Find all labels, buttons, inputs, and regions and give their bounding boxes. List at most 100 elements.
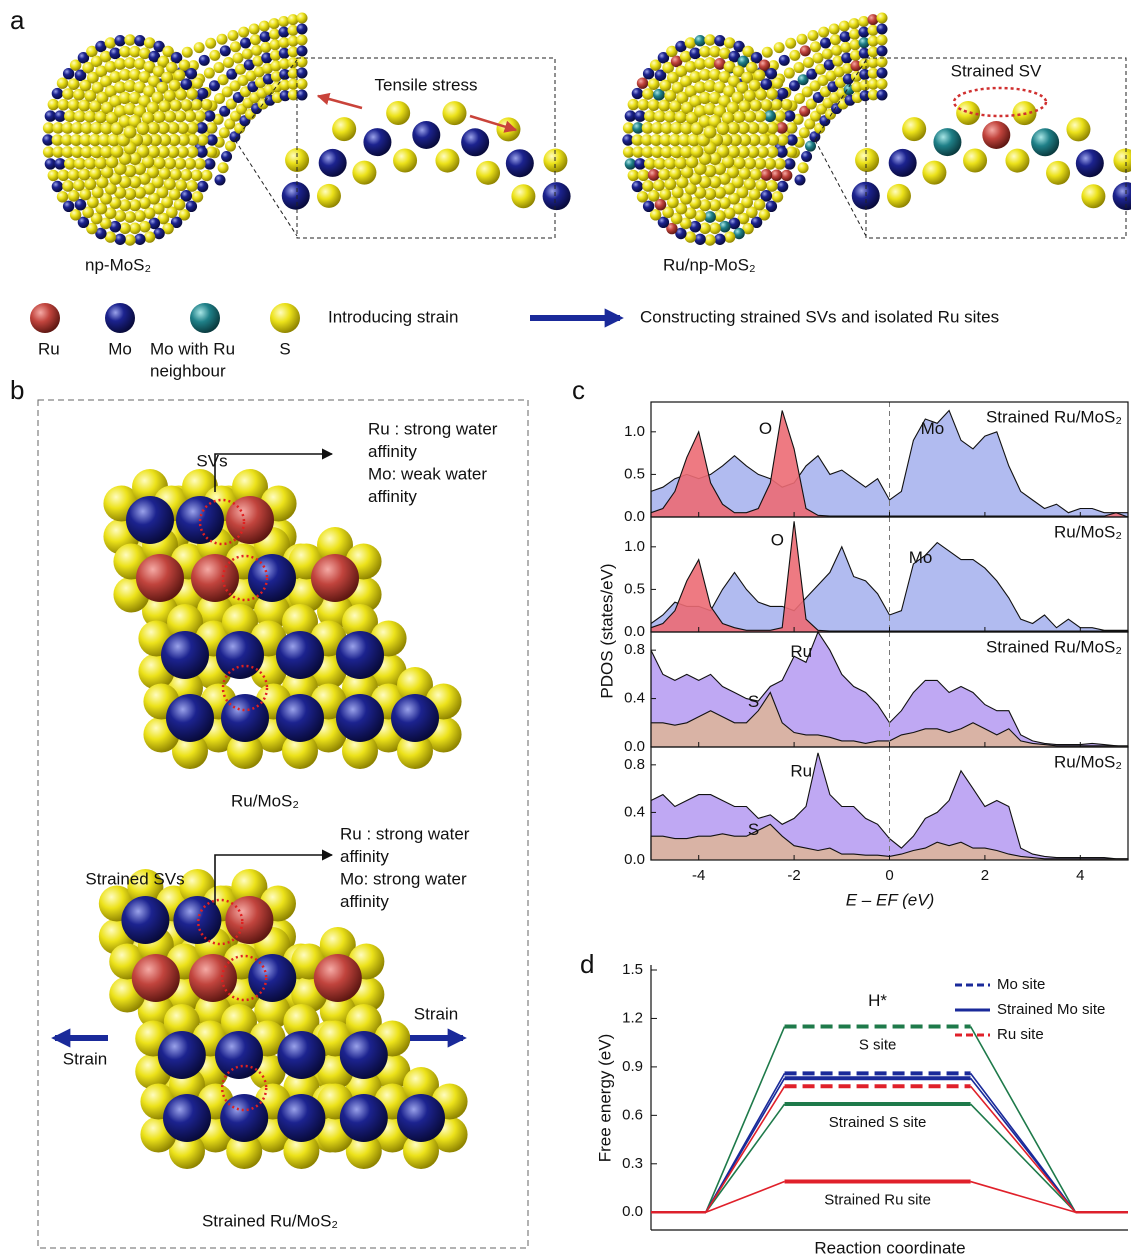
atom — [829, 23, 840, 34]
atom — [704, 126, 717, 139]
atom — [278, 16, 289, 27]
atom — [62, 180, 74, 192]
y-tick-label: 0.0 — [624, 738, 645, 755]
series-label: Mo — [909, 548, 933, 567]
site-label: SVs — [196, 451, 227, 470]
atom — [48, 99, 59, 110]
structure-caption: Strained Ru/MoS₂ — [202, 1211, 338, 1230]
atom — [813, 53, 824, 64]
atom — [648, 190, 660, 202]
inset-title: Tensile stress — [375, 75, 478, 94]
atom — [73, 179, 85, 191]
atom — [215, 175, 226, 186]
legend-atom — [105, 303, 135, 333]
atom — [109, 48, 121, 60]
series-label: S — [748, 692, 759, 711]
atom — [191, 169, 203, 181]
legend-label: neighbour — [150, 361, 226, 380]
atom — [352, 161, 376, 185]
atom — [785, 38, 796, 49]
atom — [744, 110, 756, 122]
atom — [1066, 117, 1090, 141]
atom — [105, 37, 116, 48]
atom — [709, 222, 721, 234]
atom — [114, 234, 125, 245]
atom — [220, 45, 231, 56]
y-tick-label: 1.2 — [622, 1009, 643, 1026]
atom — [724, 231, 735, 242]
atom — [766, 68, 777, 79]
structure-label: Ru/np-MoS₂ — [663, 255, 756, 274]
y-tick-label: 0.0 — [624, 623, 645, 640]
atom — [57, 191, 68, 202]
level-label: Strained Ru site — [824, 1192, 931, 1209]
atom — [638, 99, 650, 111]
x-axis-label: E – EF (eV) — [846, 890, 935, 909]
atom — [755, 89, 767, 101]
atom — [632, 88, 643, 99]
atom — [197, 88, 208, 99]
site-label: Strained SVs — [85, 869, 184, 888]
note-line: Ru : strong water — [368, 419, 498, 438]
atom — [664, 157, 676, 169]
atom — [137, 122, 150, 135]
atom — [1031, 128, 1059, 156]
atom — [781, 99, 792, 110]
note-line: Mo: strong water — [340, 869, 467, 888]
atom — [849, 18, 860, 29]
atom — [136, 554, 184, 602]
atom — [714, 234, 725, 245]
atom — [134, 35, 145, 46]
y-tick-label: 1.0 — [624, 423, 645, 440]
atom — [186, 68, 197, 79]
atom — [801, 151, 812, 162]
atom — [840, 31, 851, 42]
y-tick-label: 0.8 — [624, 756, 645, 773]
structure-label: np-MoS₂ — [85, 255, 151, 274]
atom — [511, 184, 535, 208]
atom — [1081, 184, 1105, 208]
atom — [201, 99, 212, 110]
atom — [653, 179, 665, 191]
atom — [772, 191, 783, 202]
atom — [233, 53, 244, 64]
atom — [642, 180, 654, 192]
atom — [762, 47, 773, 58]
atom — [276, 694, 324, 742]
atom — [818, 27, 829, 38]
atom — [297, 35, 308, 46]
atom — [163, 1094, 211, 1142]
atom — [216, 631, 264, 679]
atom — [111, 145, 124, 158]
atom — [228, 30, 239, 41]
atom — [877, 24, 888, 35]
atom — [129, 222, 141, 234]
atom — [153, 111, 165, 123]
atom — [180, 78, 192, 90]
series-label: O — [759, 419, 772, 438]
atom — [134, 234, 145, 245]
atom — [1005, 149, 1029, 173]
atom — [317, 184, 341, 208]
atom — [248, 554, 296, 602]
legend-label: Mo site — [997, 976, 1045, 993]
atom — [170, 100, 182, 112]
atom — [933, 128, 961, 156]
legend-atom — [30, 303, 60, 333]
atom — [798, 162, 809, 173]
series-label: Ru — [790, 762, 812, 781]
legend-label: Mo — [108, 339, 132, 358]
atom — [238, 27, 249, 38]
atom — [628, 99, 639, 110]
atom — [637, 191, 648, 202]
atom — [248, 954, 296, 1002]
atom — [209, 50, 220, 61]
atom — [435, 149, 459, 173]
atom — [810, 41, 821, 52]
atom — [186, 88, 198, 100]
atom — [797, 34, 808, 45]
atom — [877, 68, 888, 79]
y-tick-label: 1.0 — [624, 538, 645, 555]
category-label: H* — [868, 991, 887, 1010]
atom — [63, 201, 74, 212]
